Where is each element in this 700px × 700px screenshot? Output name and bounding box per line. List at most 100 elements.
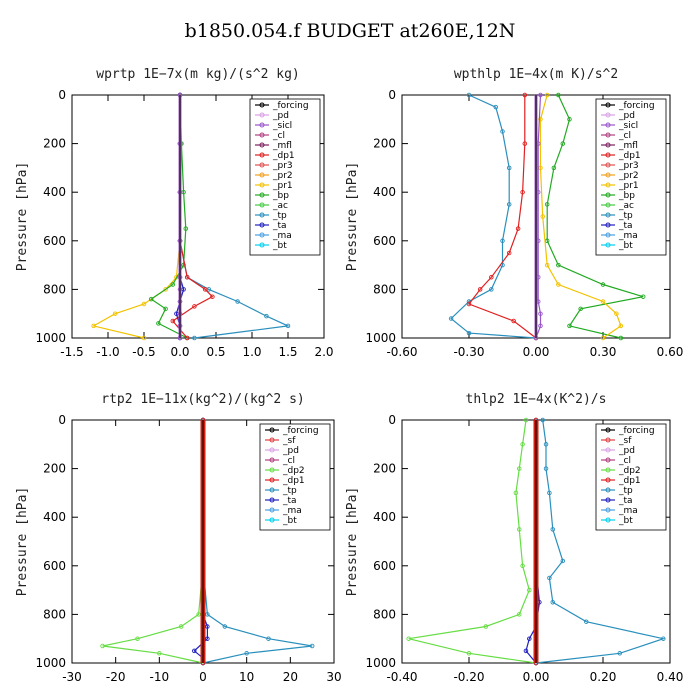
data-point xyxy=(184,335,190,341)
legend-entry: _dp1 xyxy=(272,151,295,161)
legend-entry: _tp xyxy=(618,211,633,221)
legend-marker xyxy=(605,112,611,118)
legend-entry: _dp2 xyxy=(282,466,305,476)
legend-marker xyxy=(259,172,265,178)
legend-entry: _forcing xyxy=(272,101,309,111)
data-point xyxy=(600,335,606,341)
legend-entry: _ac xyxy=(618,201,634,211)
data-point xyxy=(506,165,512,171)
data-point xyxy=(640,294,646,299)
legend-marker xyxy=(269,507,275,513)
x-tick-label: 1.5 xyxy=(278,345,297,359)
x-tick-label: -0.60 xyxy=(386,345,417,359)
data-point xyxy=(192,335,197,341)
data-point xyxy=(477,287,483,292)
legend-marker xyxy=(259,122,265,128)
data-point xyxy=(522,141,528,146)
y-tick-label: 600 xyxy=(43,559,66,573)
legend-entry: _tp xyxy=(282,486,297,496)
legend-marker xyxy=(605,142,611,148)
legend-marker xyxy=(269,487,275,493)
data-point xyxy=(614,311,619,316)
legend-marker xyxy=(605,202,611,208)
data-point xyxy=(522,92,528,98)
legend: _forcing_sf_pd_cl_dp2_dp1_tp_ta_ma_bt xyxy=(595,423,667,531)
data-point xyxy=(544,262,550,268)
data-point xyxy=(543,466,549,471)
series-line-tp xyxy=(535,419,666,664)
legend-marker xyxy=(605,487,611,493)
legend-entry: _ta xyxy=(272,221,287,231)
y-tick-label: 1000 xyxy=(35,656,66,670)
legend-entry: _pd xyxy=(618,111,635,121)
data-point xyxy=(556,282,561,287)
data-point xyxy=(489,275,494,280)
data-point xyxy=(523,648,529,654)
data-point xyxy=(163,306,168,312)
y-tick-label: 600 xyxy=(373,234,396,248)
data-point xyxy=(466,92,472,98)
data-point xyxy=(205,624,210,629)
legend-entry: _ma xyxy=(618,231,638,241)
data-point xyxy=(560,558,566,564)
series-line-dp1 xyxy=(102,420,204,664)
legend-marker xyxy=(605,162,611,168)
legend-marker xyxy=(605,222,611,228)
legend-marker xyxy=(605,212,611,218)
chart-panel-3: rtp2 1E−11x(kg^2)/(kg^2 s) Pressure [hPa]… xyxy=(15,392,342,684)
legend-marker xyxy=(259,142,265,148)
data-point xyxy=(520,442,525,447)
data-point xyxy=(157,651,162,656)
legend-entry: _pr3 xyxy=(618,161,639,171)
data-point xyxy=(550,527,556,532)
data-point xyxy=(517,527,522,532)
x-tick-label: -1.5 xyxy=(60,345,83,359)
data-point xyxy=(544,92,550,98)
data-point xyxy=(205,636,210,641)
data-point xyxy=(556,92,561,98)
legend-marker xyxy=(259,222,265,228)
x-tick-label: -10 xyxy=(150,670,170,684)
data-point xyxy=(493,104,499,110)
legend-marker xyxy=(259,242,265,248)
legend-entry: _pr3 xyxy=(272,161,293,171)
data-point xyxy=(523,417,529,423)
y-axis-label: Pressure [hPa] xyxy=(345,487,360,597)
legend-marker xyxy=(259,152,265,158)
legend-entry: _ma xyxy=(618,506,638,516)
legend-marker xyxy=(259,162,265,168)
data-point xyxy=(264,313,269,319)
y-tick-label: 1000 xyxy=(365,331,396,345)
data-point xyxy=(500,238,505,244)
x-tick-label: 0.60 xyxy=(657,345,684,359)
legend-marker xyxy=(605,152,611,158)
data-point xyxy=(527,636,532,641)
legend-marker xyxy=(605,457,611,463)
data-point xyxy=(156,321,161,326)
legend-marker xyxy=(269,467,275,473)
panel-title: rtp2 1E−11x(kg^2)/(kg^2 s) xyxy=(101,392,305,407)
y-tick-label: 600 xyxy=(43,234,66,248)
chart-panel-1: wprtp 1E−7x(m kg)/(s^2 kg) Pressure [hPa]… xyxy=(15,67,334,359)
legend-marker xyxy=(269,437,275,443)
legend-entry: _dp1 xyxy=(618,476,641,486)
legend-entry: _cl xyxy=(272,131,285,141)
x-tick-label: -0.40 xyxy=(386,670,417,684)
legend-entry: _bt xyxy=(272,241,287,251)
data-point xyxy=(600,299,606,304)
data-point xyxy=(222,624,228,629)
legend-marker xyxy=(605,507,611,513)
y-tick-label: 800 xyxy=(373,282,396,296)
data-point xyxy=(556,262,561,268)
y-tick-label: 400 xyxy=(373,510,396,524)
legend-entry: _tp xyxy=(272,211,287,221)
data-point xyxy=(584,619,589,624)
data-point xyxy=(567,117,572,122)
data-point xyxy=(100,643,105,649)
legend-entry: _cl xyxy=(618,131,631,141)
legend-entry: _mfl xyxy=(272,141,292,151)
legend-entry: _dp2 xyxy=(618,466,641,476)
legend-entry: _bt xyxy=(618,516,633,526)
y-tick-label: 1000 xyxy=(365,656,396,670)
legend-entry: _mfl xyxy=(618,141,638,151)
